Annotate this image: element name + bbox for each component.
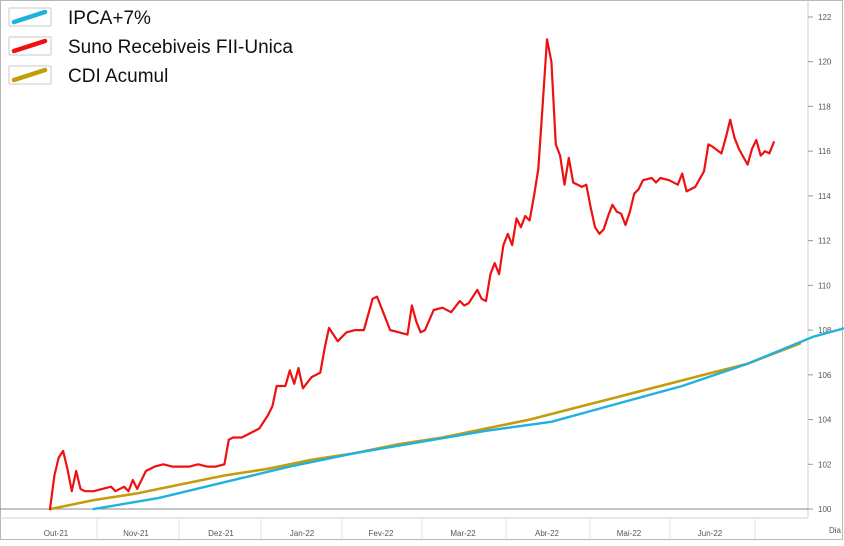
x-tick-label: Jan-22 bbox=[290, 529, 315, 538]
series-line-suno-recebiveis-fii-unica bbox=[48, 38, 775, 511]
legend-label: CDI Acumul bbox=[68, 66, 168, 87]
y-tick-label: 102 bbox=[818, 460, 832, 469]
y-tick-label: 122 bbox=[818, 13, 832, 22]
y-tick-label: 104 bbox=[818, 416, 832, 425]
series-line-ipca-7 bbox=[92, 327, 844, 511]
y-tick-label: 106 bbox=[818, 371, 832, 380]
y-tick-label: 118 bbox=[818, 102, 831, 111]
x-tick-label: Mai-22 bbox=[617, 529, 642, 538]
legend: IPCA+7% Suno Recebiveis FII-Unica CDI Acum… bbox=[8, 7, 293, 87]
x-axis: Out-21 Nov-21 Dez-21 Jan-22 Fev-22 Mar-22 Abr-… bbox=[0, 517, 808, 541]
x-tick-label: Dez-21 bbox=[208, 529, 234, 538]
y-tick-label: 114 bbox=[818, 192, 831, 201]
x-tick-label: Fev-22 bbox=[369, 529, 394, 538]
y-tick-label: 100 bbox=[818, 505, 832, 514]
x-tick-label: Mar-22 bbox=[450, 529, 476, 538]
x-tick-label: Abr-22 bbox=[535, 529, 560, 538]
legend-swatch bbox=[11, 38, 48, 54]
y-tick-label: 120 bbox=[818, 58, 832, 67]
x-tick-label: Nov-21 bbox=[123, 529, 149, 538]
y-tick-label: 116 bbox=[818, 147, 831, 156]
y-tick-label: 112 bbox=[818, 237, 831, 246]
x-axis-label: Dia bbox=[829, 526, 842, 535]
legend-label: IPCA+7% bbox=[68, 8, 151, 29]
x-tick-label: Out-21 bbox=[44, 529, 69, 538]
y-tick-label: 108 bbox=[818, 326, 832, 335]
series-layer bbox=[0, 38, 844, 511]
y-axis: 100 102 104 106 108 110 112 114 116 118 120 122 bbox=[807, 0, 832, 518]
legend-swatch bbox=[11, 9, 48, 25]
x-tick-label: Jun-22 bbox=[698, 529, 723, 538]
legend-label: Suno Recebiveis FII-Unica bbox=[68, 37, 293, 58]
legend-swatch bbox=[11, 67, 48, 83]
y-tick-label: 110 bbox=[818, 281, 831, 290]
